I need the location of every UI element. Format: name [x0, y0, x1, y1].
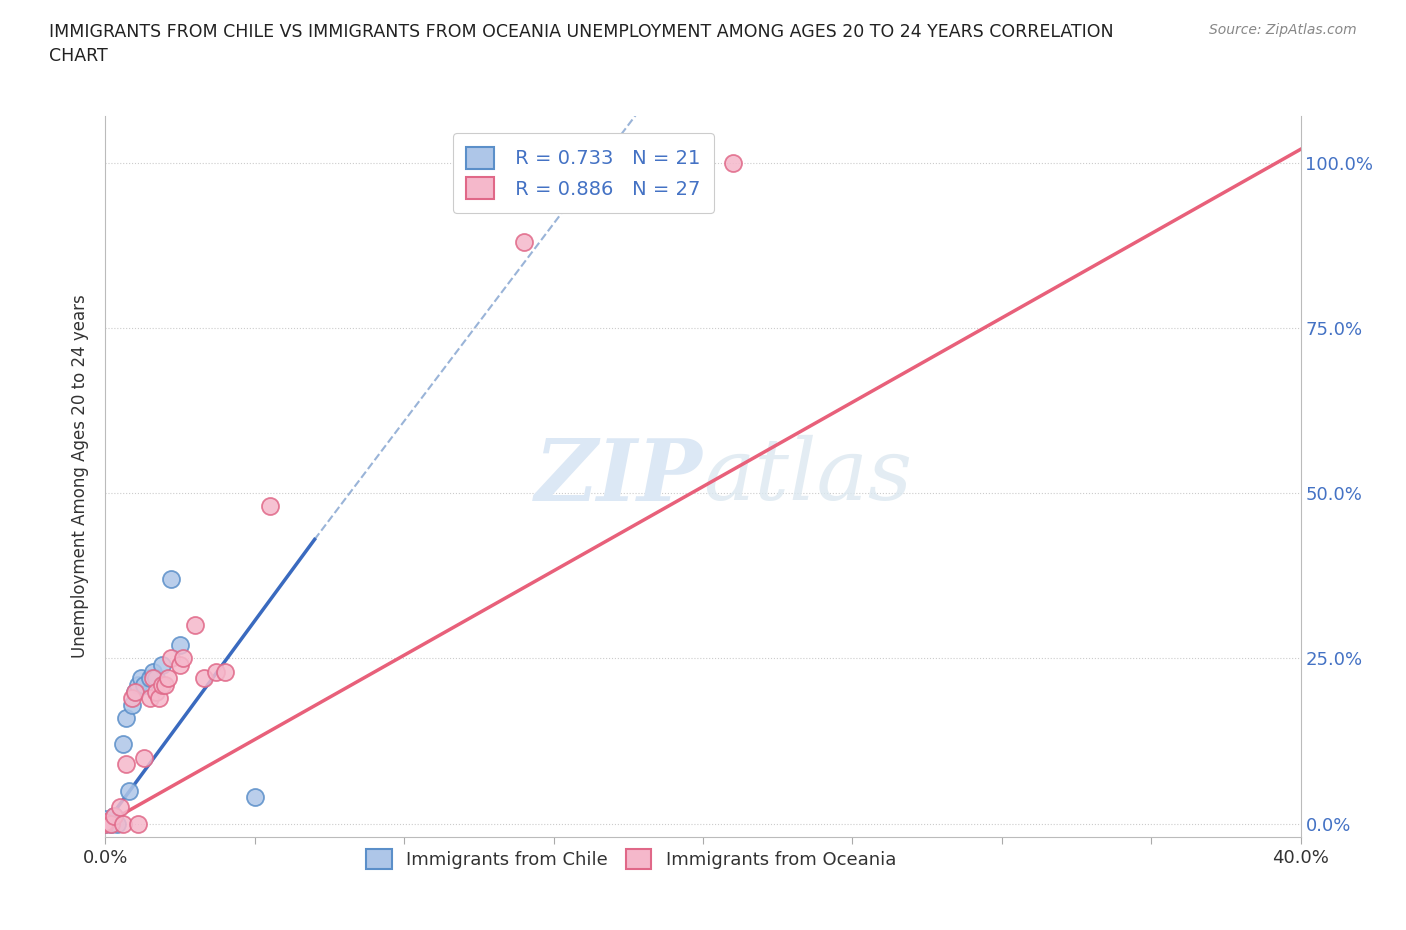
Point: [115, 757, 138, 772]
Point: [157, 671, 180, 685]
Text: atlas: atlas: [703, 435, 912, 518]
Point: [513, 234, 536, 249]
Point: [205, 664, 228, 679]
Point: [139, 671, 162, 685]
Point: [94, 817, 117, 831]
Point: [184, 618, 207, 632]
Point: [107, 817, 129, 831]
Point: [134, 677, 156, 692]
Point: [103, 808, 125, 823]
Point: [100, 817, 122, 831]
Point: [150, 658, 173, 672]
Point: [193, 671, 215, 685]
Point: [139, 691, 162, 706]
Text: IMMIGRANTS FROM CHILE VS IMMIGRANTS FROM OCEANIA UNEMPLOYMENT AMONG AGES 20 TO 2: IMMIGRANTS FROM CHILE VS IMMIGRANTS FROM…: [49, 23, 1114, 65]
Point: [160, 572, 183, 587]
Point: [103, 808, 125, 823]
Point: [115, 711, 138, 725]
Point: [121, 691, 143, 706]
Point: [121, 698, 143, 712]
Point: [112, 737, 135, 751]
Point: [94, 815, 117, 830]
Point: [124, 684, 146, 699]
Point: [127, 677, 149, 692]
Legend: Immigrants from Chile, Immigrants from Oceania: Immigrants from Chile, Immigrants from O…: [357, 840, 905, 879]
Point: [150, 677, 173, 692]
Point: [127, 817, 149, 831]
Point: [124, 684, 146, 699]
Point: [145, 684, 167, 699]
Point: [129, 671, 153, 685]
Point: [721, 155, 744, 170]
Point: [112, 817, 135, 831]
Point: [142, 664, 165, 679]
Text: ZIP: ZIP: [536, 435, 703, 518]
Point: [155, 677, 177, 692]
Point: [169, 658, 191, 672]
Text: Source: ZipAtlas.com: Source: ZipAtlas.com: [1209, 23, 1357, 37]
Point: [145, 671, 167, 685]
Point: [160, 651, 183, 666]
Point: [172, 651, 194, 666]
Point: [100, 817, 122, 831]
Point: [94, 812, 117, 827]
Point: [94, 815, 117, 830]
Point: [142, 671, 165, 685]
Point: [94, 817, 117, 831]
Point: [110, 800, 132, 815]
Point: [134, 751, 156, 765]
Y-axis label: Unemployment Among Ages 20 to 24 years: Unemployment Among Ages 20 to 24 years: [72, 295, 90, 658]
Point: [214, 664, 236, 679]
Point: [148, 691, 170, 706]
Point: [169, 638, 191, 653]
Point: [118, 783, 141, 798]
Point: [243, 790, 266, 804]
Point: [259, 498, 281, 513]
